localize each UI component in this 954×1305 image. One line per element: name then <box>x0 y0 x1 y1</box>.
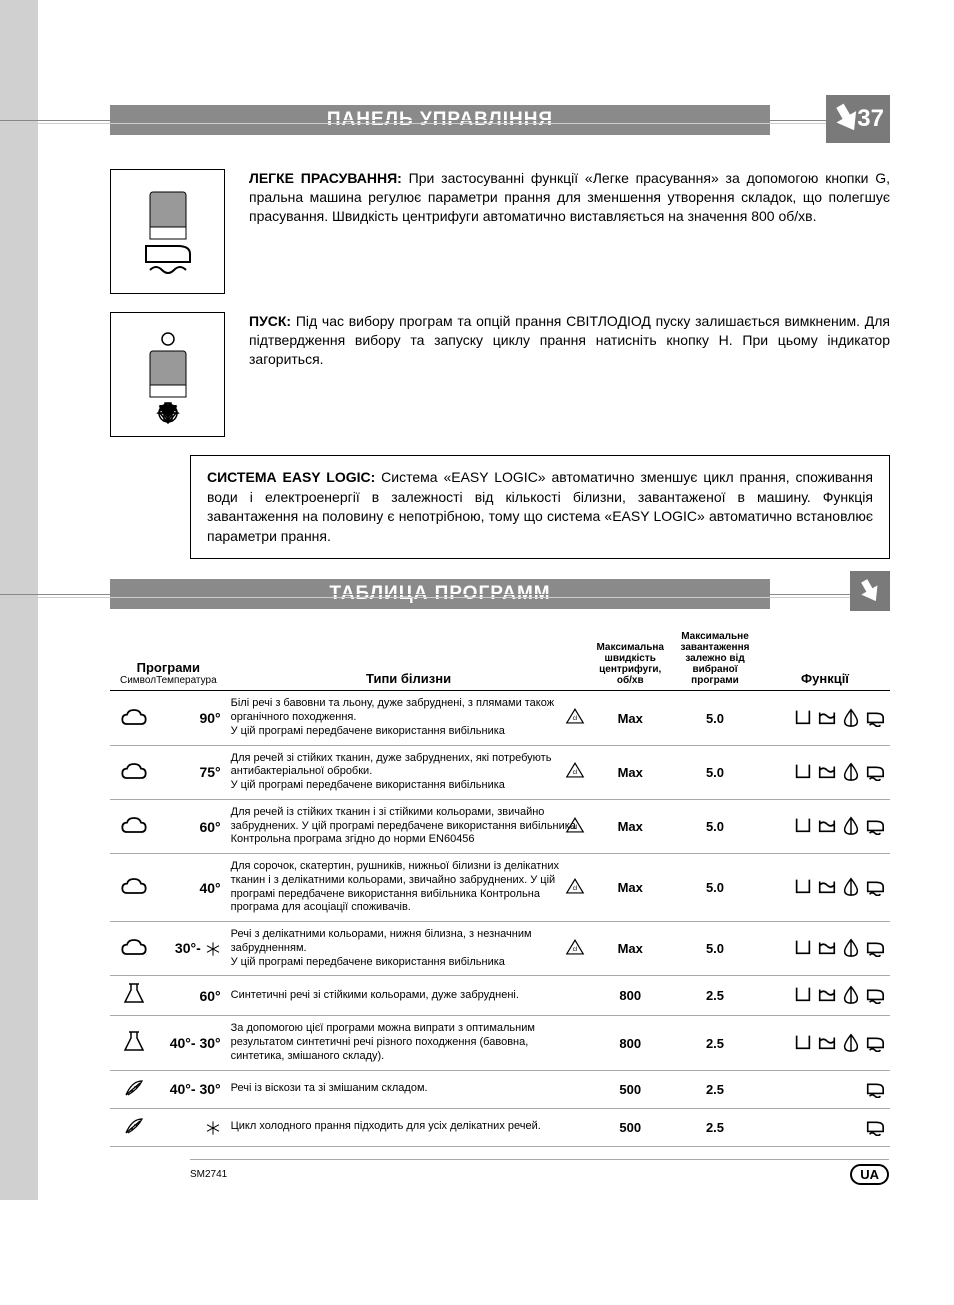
table-head: Програми Символ Температура Типи білизни… <box>110 627 890 691</box>
table-row: 75° Для речей зі стійких тканин, дуже за… <box>110 745 890 799</box>
easy-iron-row: ЛЕГКЕ ПРАСУВАННЯ: При застосуванні функц… <box>110 169 890 294</box>
row-spin: Max <box>590 799 670 853</box>
row-temp: 60° <box>159 799 227 853</box>
col-symbol: Символ <box>120 675 156 686</box>
easy-iron-label: ЛЕГКЕ ПРАСУВАННЯ: <box>249 170 402 186</box>
row-load: 5.0 <box>670 922 760 976</box>
row-load: 2.5 <box>670 976 760 1016</box>
row-symbol <box>110 691 159 745</box>
cl-icon <box>564 875 586 900</box>
row-funcs <box>760 1108 890 1146</box>
row-load: 2.5 <box>670 1108 760 1146</box>
row-desc: Для речей із стійких тканин і зі стійким… <box>227 799 591 853</box>
row-funcs <box>760 1016 890 1070</box>
start-icon <box>110 312 225 437</box>
row-spin: 500 <box>590 1070 670 1108</box>
row-funcs <box>760 691 890 745</box>
start-text: ПУСК: Під час вибору програм та опцій пр… <box>249 312 890 437</box>
table-row: 30°- Речі з делікатними кольорами, нижня… <box>110 922 890 976</box>
row-temp: 40°- 30° <box>159 1070 227 1108</box>
row-temp: 75° <box>159 745 227 799</box>
row-desc: Білі речі з бавовни та льону, дуже забру… <box>227 691 591 745</box>
row-funcs <box>760 976 890 1016</box>
table-row: 40° Для сорочок, скатертин, рушників, ни… <box>110 854 890 922</box>
table-body: 90° Білі речі з бавовни та льону, дуже з… <box>110 691 890 1146</box>
row-symbol <box>110 1070 159 1108</box>
row-load: 5.0 <box>670 854 760 922</box>
row-symbol <box>110 1016 159 1070</box>
row-desc: Для речей зі стійких тканин, дуже забруд… <box>227 745 591 799</box>
cl-icon <box>564 706 586 731</box>
row-temp <box>159 1108 227 1146</box>
row-temp: 40° <box>159 854 227 922</box>
row-symbol <box>110 854 159 922</box>
row-spin: Max <box>590 691 670 745</box>
cl-icon <box>564 760 586 785</box>
cl-icon <box>564 814 586 839</box>
row-temp: 90° <box>159 691 227 745</box>
col-load: Максимальне завантаження залежно від виб… <box>670 627 760 691</box>
table-row: 40°- 30° Речі із віскози та зі змішаним … <box>110 1070 890 1108</box>
start-row: ПУСК: Під час вибору програм та опцій пр… <box>110 312 890 437</box>
table-row: 40°- 30° За допомогою цієї програми можн… <box>110 1016 890 1070</box>
start-label: ПУСК: <box>249 313 291 329</box>
left-margin-bar <box>0 0 38 1200</box>
row-spin: Max <box>590 922 670 976</box>
row-load: 5.0 <box>670 745 760 799</box>
easy-iron-text: ЛЕГКЕ ПРАСУВАННЯ: При застосуванні функц… <box>249 169 890 294</box>
start-body: Під час вибору програм та опцій прання С… <box>249 313 890 367</box>
easy-logic-box: СИСТЕМА EASY LOGIC: Система «EASY LOGIC»… <box>190 455 890 559</box>
row-desc: Речі із віскози та зі змішаним складом. <box>227 1070 591 1108</box>
lang-badge: UA <box>850 1164 889 1185</box>
hand-icon <box>850 571 890 611</box>
row-funcs <box>760 745 890 799</box>
col-spin: Максимальна швидкість центрифуги, об/хв <box>590 627 670 691</box>
row-symbol <box>110 799 159 853</box>
table-row: 60° Синтетичні речі зі стійкими кольорам… <box>110 976 890 1016</box>
row-desc: За допомогою цієї програми можна випрати… <box>227 1016 591 1070</box>
easy-iron-icon <box>110 169 225 294</box>
row-spin: Max <box>590 745 670 799</box>
page-number-badge: 37 <box>826 95 890 143</box>
header-band: ПАНЕЛЬ УПРАВЛІННЯ 37 <box>110 105 890 145</box>
col-types: Типи білизни <box>227 627 591 691</box>
row-load: 2.5 <box>670 1070 760 1108</box>
programs-table: Програми Символ Температура Типи білизни… <box>110 627 890 1146</box>
col-temp: Температура <box>156 675 217 686</box>
table-row: Цикл холодного прання підходить для усіх… <box>110 1108 890 1146</box>
easy-logic-label: СИСТЕМА EASY LOGIC: <box>207 469 375 485</box>
row-load: 5.0 <box>670 799 760 853</box>
table-header-band: ТАБЛИЦА ПРОГРАММ <box>110 579 890 609</box>
row-spin: 800 <box>590 976 670 1016</box>
row-funcs <box>760 922 890 976</box>
row-symbol <box>110 922 159 976</box>
col-programs: Програми <box>116 660 221 675</box>
row-spin: 800 <box>590 1016 670 1070</box>
row-spin: 500 <box>590 1108 670 1146</box>
row-temp: 60° <box>159 976 227 1016</box>
table-row: 90° Білі речі з бавовни та льону, дуже з… <box>110 691 890 745</box>
row-desc: Речі з делікатними кольорами, нижня біли… <box>227 922 591 976</box>
row-load: 2.5 <box>670 1016 760 1070</box>
row-funcs <box>760 799 890 853</box>
row-symbol <box>110 976 159 1016</box>
row-symbol <box>110 1108 159 1146</box>
row-funcs <box>760 1070 890 1108</box>
table-row: 60° Для речей із стійких тканин і зі сті… <box>110 799 890 853</box>
row-funcs <box>760 854 890 922</box>
row-desc: Синтетичні речі зі стійкими кольорами, д… <box>227 976 591 1016</box>
cl-icon <box>564 936 586 961</box>
row-desc: Цикл холодного прання підходить для усіх… <box>227 1108 591 1146</box>
row-desc: Для сорочок, скатертин, рушників, нижньо… <box>227 854 591 922</box>
row-temp: 30°- <box>159 922 227 976</box>
page-content: ПАНЕЛЬ УПРАВЛІННЯ 37 ЛЕГКЕ ПРАСУВАННЯ: П… <box>110 105 890 1147</box>
row-temp: 40°- 30° <box>159 1016 227 1070</box>
col-funcs: Функції <box>760 627 890 691</box>
page-footer: SM2741 UA <box>190 1159 889 1185</box>
row-symbol <box>110 745 159 799</box>
row-spin: Max <box>590 854 670 922</box>
footer-code: SM2741 <box>190 1169 227 1180</box>
row-load: 5.0 <box>670 691 760 745</box>
